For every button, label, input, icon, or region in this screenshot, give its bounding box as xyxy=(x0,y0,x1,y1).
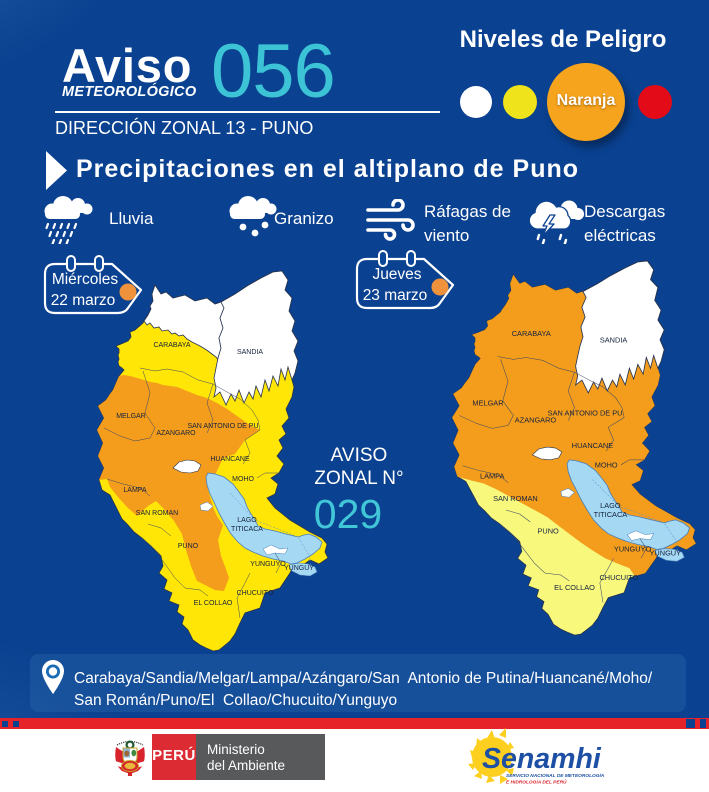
svg-text:LAGO: LAGO xyxy=(237,517,257,524)
svg-text:TITICACA: TITICACA xyxy=(231,526,263,533)
svg-text:23 marzo: 23 marzo xyxy=(363,287,428,304)
svg-text:Jueves: Jueves xyxy=(372,266,421,283)
svg-text:SANDIA: SANDIA xyxy=(237,349,263,356)
svg-text:SAN ROMAN: SAN ROMAN xyxy=(493,495,538,503)
svg-text:PUNO: PUNO xyxy=(537,528,559,536)
svg-text:LAMPA: LAMPA xyxy=(123,487,147,494)
svg-text:LAGO: LAGO xyxy=(600,502,621,510)
svg-text:EL COLLAO: EL COLLAO xyxy=(554,584,595,592)
svg-text:YUNGUY: YUNGUY xyxy=(650,550,682,558)
svg-text:CARABAYA: CARABAYA xyxy=(153,342,190,349)
svg-text:AZANGARO: AZANGARO xyxy=(156,430,196,437)
svg-text:CHUCUITO: CHUCUITO xyxy=(599,574,638,582)
svg-text:HUANCANE: HUANCANE xyxy=(210,456,250,463)
svg-text:SAN ROMAN: SAN ROMAN xyxy=(136,510,178,517)
svg-text:PUNO: PUNO xyxy=(178,543,199,550)
svg-text:MELGAR: MELGAR xyxy=(116,413,146,420)
svg-text:SANDIA: SANDIA xyxy=(600,337,628,345)
svg-text:SAN ANTONIO DE PU: SAN ANTONIO DE PU xyxy=(548,410,623,418)
svg-text:HUANCANE: HUANCANE xyxy=(572,442,614,450)
svg-text:MELGAR: MELGAR xyxy=(472,400,503,408)
svg-text:MOHO: MOHO xyxy=(232,476,254,483)
svg-text:22 marzo: 22 marzo xyxy=(51,292,116,309)
svg-text:TITICACA: TITICACA xyxy=(594,511,628,519)
svg-text:CARABAYA: CARABAYA xyxy=(512,330,551,338)
svg-text:YUNGUY: YUNGUY xyxy=(284,565,314,572)
svg-text:MOHO: MOHO xyxy=(595,462,618,470)
svg-text:SERVICIO NACIONAL DE METEOROLO: SERVICIO NACIONAL DE METEOROLOGÍA xyxy=(506,772,605,779)
svg-text:LAMPA: LAMPA xyxy=(480,473,505,481)
svg-text:SAN ANTONIO DE PU: SAN ANTONIO DE PU xyxy=(187,423,258,430)
svg-text:YUNGUYO: YUNGUYO xyxy=(614,546,652,554)
svg-text:Miércoles: Miércoles xyxy=(52,271,119,288)
svg-text:E HIDROLOGÍA DEL PERÚ: E HIDROLOGÍA DEL PERÚ xyxy=(506,779,567,786)
svg-text:AZANGARO: AZANGARO xyxy=(515,417,557,425)
svg-text:EL COLLAO: EL COLLAO xyxy=(194,600,233,607)
svg-text:CHUCUITO: CHUCUITO xyxy=(237,590,274,597)
svg-text:YUNGUYO: YUNGUYO xyxy=(250,561,286,568)
svg-text:Senamhi: Senamhi xyxy=(482,743,602,775)
